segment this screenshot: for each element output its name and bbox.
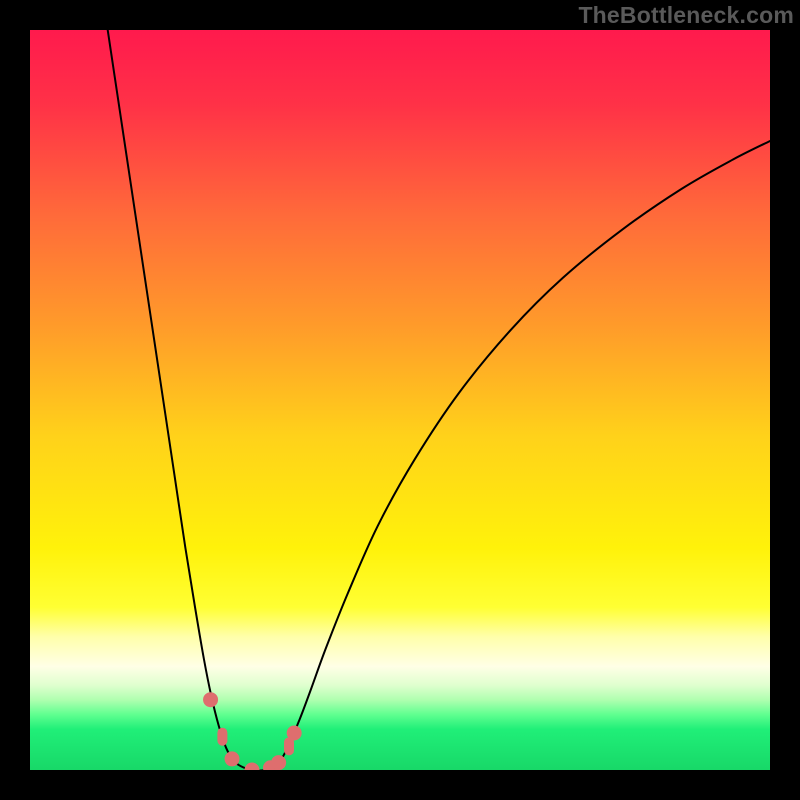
marker-dot [287, 726, 302, 741]
outer-frame: TheBottleneck.com [0, 0, 800, 800]
marker-dot [225, 751, 240, 766]
marker-dot [203, 692, 218, 707]
marker-capsule [217, 728, 227, 746]
plot-area [30, 30, 770, 770]
gradient-background [30, 30, 770, 770]
chart-svg [30, 30, 770, 770]
marker-dot [271, 755, 286, 770]
watermark-text: TheBottleneck.com [578, 2, 794, 29]
